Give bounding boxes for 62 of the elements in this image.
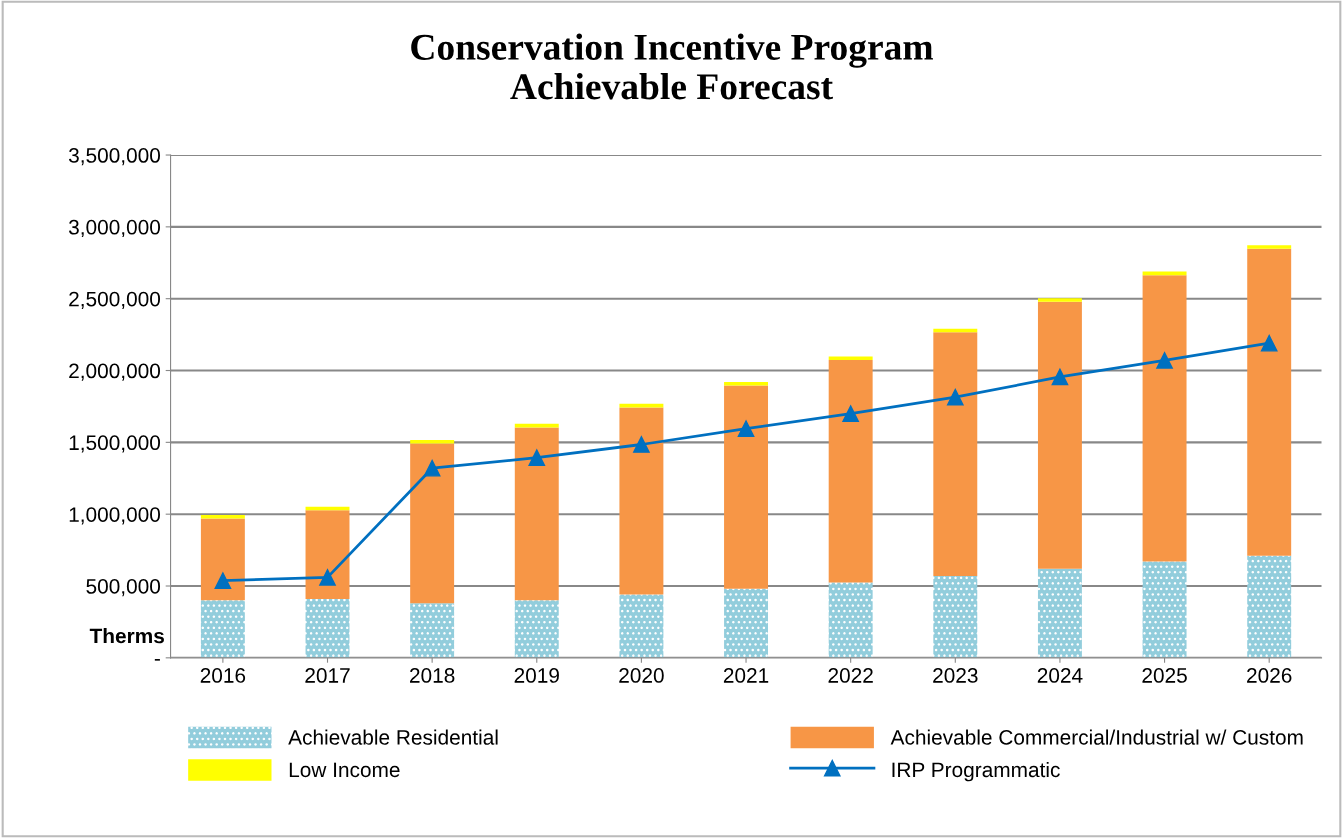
bar [1142,275,1187,562]
chart-title: Conservation Incentive Program Achievable Forecast [411,33,933,100]
y-axis-title: Therms [89,628,164,644]
legend-label: Achievable Residential [288,729,498,745]
bar [724,588,769,658]
bar [619,407,664,595]
y-tick-label: 2,500,000 [69,291,161,309]
bar [1247,248,1292,556]
legend-label: Achievable Commercial/Industrial w/ Custom [890,729,1303,745]
bar [724,382,769,386]
point [528,449,546,467]
y-tick-label: 2,000,000 [69,363,161,381]
x-tick-label: 2023 [933,668,978,683]
point [423,459,441,477]
bar [200,518,245,601]
bar [410,603,455,658]
y-tick-label: 1,500,000 [69,435,161,453]
bar [619,594,664,658]
point [1051,368,1069,386]
bar [1037,298,1082,302]
y-tick-label: 500,000 [86,579,161,597]
bar [305,598,350,658]
point [633,436,650,453]
bar [410,443,455,604]
bar [1037,301,1082,569]
point [1156,352,1173,369]
legend-label: IRP Programmatic [892,761,1060,782]
bar [514,600,559,658]
y-tick-label: 3,000,000 [68,219,161,238]
x-tick-label: 2024 [1037,668,1083,683]
x-tick-label: 2021 [723,668,769,683]
bar [1037,568,1082,658]
x-tick-label: 2025 [1142,668,1187,683]
point [1260,334,1278,352]
bar [724,385,769,589]
bar [514,427,559,601]
x-tick-label: 2019 [514,668,559,683]
x-tick-label: 2018 [410,668,455,683]
y-tick-label: 1,000,000 [69,507,161,525]
y-tick-label: 3,500,000 [68,148,161,166]
bar [305,510,350,599]
bar [828,356,873,361]
point [946,388,964,406]
point [319,569,336,586]
legend-label: Low Income [289,762,400,778]
bar [1247,245,1292,249]
point [214,572,232,590]
bar [200,600,245,658]
point [737,420,755,438]
x-tick-label: 2020 [619,668,664,683]
x-tick-label: 2022 [828,668,873,683]
bar [933,332,978,576]
x-tick-label: 2026 [1247,668,1292,683]
bar [933,575,978,658]
bar [828,360,873,583]
bar [828,582,873,658]
bar [1247,555,1292,658]
point [842,405,860,422]
bar [1142,561,1187,658]
y-tick-label: - [154,659,160,661]
x-tick-label: 2016 [200,668,246,683]
x-tick-label: 2017 [305,668,350,683]
